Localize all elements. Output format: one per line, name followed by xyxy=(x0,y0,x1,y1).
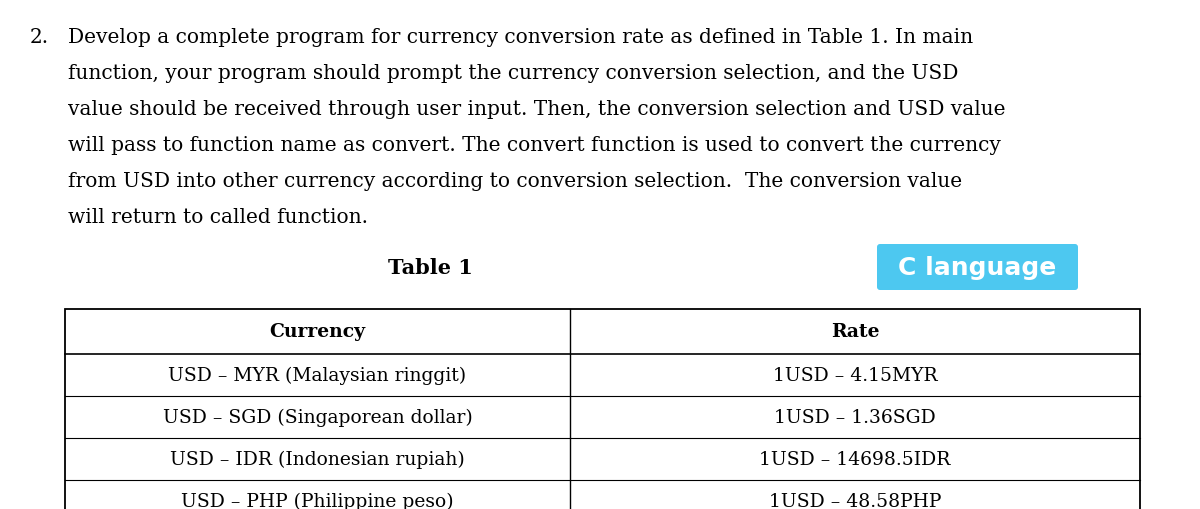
Text: will return to called function.: will return to called function. xyxy=(68,208,368,227)
Text: value should be received through user input. Then, the conversion selection and : value should be received through user in… xyxy=(68,100,1006,119)
Text: Table 1: Table 1 xyxy=(388,258,473,277)
Text: Rate: Rate xyxy=(830,323,880,341)
Text: 2.: 2. xyxy=(30,28,49,47)
Text: 1USD – 1.36SGD: 1USD – 1.36SGD xyxy=(774,408,936,426)
Text: USD – PHP (Philippine peso): USD – PHP (Philippine peso) xyxy=(181,492,454,509)
Text: from USD into other currency according to conversion selection.  The conversion : from USD into other currency according t… xyxy=(68,172,962,191)
Text: 1USD – 4.15MYR: 1USD – 4.15MYR xyxy=(773,366,937,384)
Bar xyxy=(65,309,1140,509)
Text: USD – IDR (Indonesian rupiah): USD – IDR (Indonesian rupiah) xyxy=(170,450,464,468)
FancyBboxPatch shape xyxy=(877,244,1078,291)
Text: Currency: Currency xyxy=(270,323,366,341)
Text: C language: C language xyxy=(899,256,1057,279)
Text: USD – MYR (Malaysian ringgit): USD – MYR (Malaysian ringgit) xyxy=(168,366,467,384)
Text: Develop a complete program for currency conversion rate as defined in Table 1. I: Develop a complete program for currency … xyxy=(68,28,973,47)
Text: 1USD – 48.58PHP: 1USD – 48.58PHP xyxy=(769,492,941,509)
Text: will pass to function name as convert. The convert function is used to convert t: will pass to function name as convert. T… xyxy=(68,136,1001,155)
Text: 1USD – 14698.5IDR: 1USD – 14698.5IDR xyxy=(760,450,950,468)
Text: function, your program should prompt the currency conversion selection, and the : function, your program should prompt the… xyxy=(68,64,959,83)
Text: USD – SGD (Singaporean dollar): USD – SGD (Singaporean dollar) xyxy=(163,408,473,426)
